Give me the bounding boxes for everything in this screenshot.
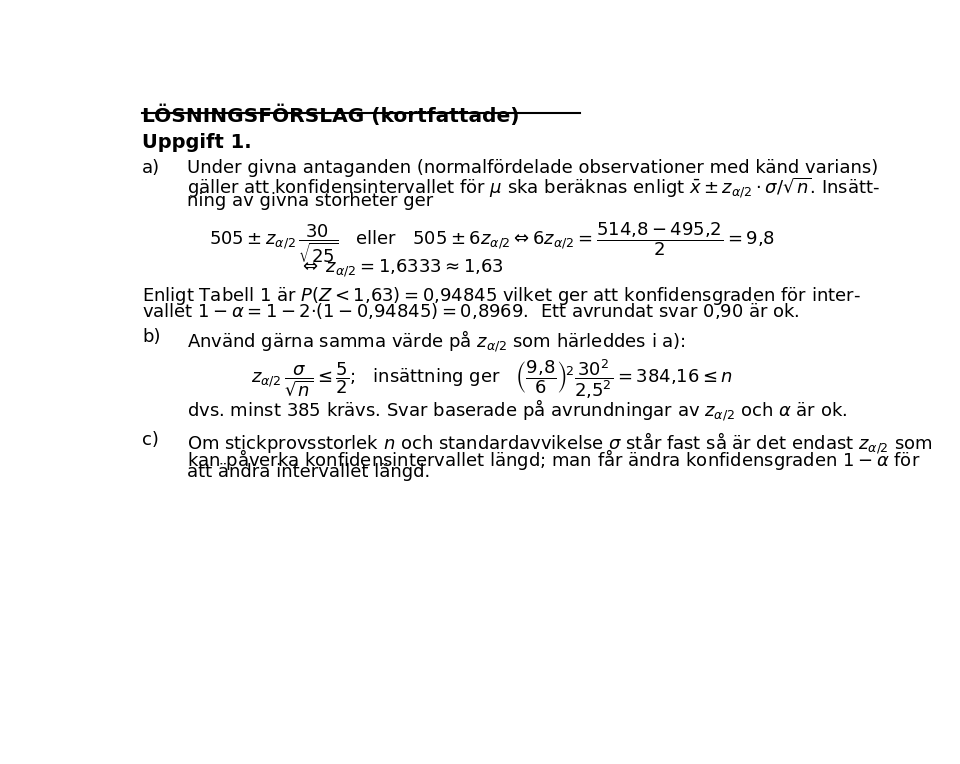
Text: Använd gärna samma värde på $z_{\alpha/2}$ som härleddes i a):: Använd gärna samma värde på $z_{\alpha/2… bbox=[187, 329, 685, 354]
Text: b): b) bbox=[142, 329, 161, 346]
Text: $505 \pm z_{\alpha/2}\,\dfrac{30}{\sqrt{25}}$   eller   $505 \pm 6z_{\alpha/2} \: $505 \pm z_{\alpha/2}\,\dfrac{30}{\sqrt{… bbox=[209, 220, 775, 265]
Text: att ändra intervallet längd.: att ändra intervallet längd. bbox=[187, 464, 430, 481]
Text: gäller att konfidensintervallet för $\mu$ ska beräknas enligt $\bar{x} \pm z_{\a: gäller att konfidensintervallet för $\mu… bbox=[187, 175, 880, 200]
Text: LÖSNINGSFÖRSLAG (kortfattade): LÖSNINGSFÖRSLAG (kortfattade) bbox=[142, 105, 519, 126]
Text: $z_{\alpha/2}\,\dfrac{\sigma}{\sqrt{n}} \leq \dfrac{5}{2}$;   insättning ger   $: $z_{\alpha/2}\,\dfrac{\sigma}{\sqrt{n}} … bbox=[251, 358, 733, 401]
Text: dvs. minst 385 krävs. Svar baserade på avrundningar av $z_{\alpha/2}$ och $\alph: dvs. minst 385 krävs. Svar baserade på a… bbox=[187, 397, 848, 423]
Text: kan påverka konfidensintervallet längd; man får ändra konfidensgraden $1 - \alph: kan påverka konfidensintervallet längd; … bbox=[187, 447, 921, 472]
Text: Enligt Tabell 1 är $P(Z < 1{,}63) = 0{,}94845$ vilket ger att konfidensgraden fö: Enligt Tabell 1 är $P(Z < 1{,}63) = 0{,}… bbox=[142, 285, 861, 306]
Text: Uppgift 1.: Uppgift 1. bbox=[142, 133, 252, 152]
Text: Om stickprovsstorlek $n$ och standardavvikelse $\sigma$ står fast så är det enda: Om stickprovsstorlek $n$ och standardavv… bbox=[187, 431, 932, 456]
Text: ning av givna storheter ger: ning av givna storheter ger bbox=[187, 192, 433, 209]
Text: c): c) bbox=[142, 431, 159, 448]
Text: vallet $1 - \alpha = 1 - 2{\cdot}(1 - 0{,}94845) = 0{,}8969$.  Ett avrundat svar: vallet $1 - \alpha = 1 - 2{\cdot}(1 - 0{… bbox=[142, 301, 800, 321]
Text: $\Leftrightarrow \; z_{\alpha/2} = 1{,}6333 \approx 1{,}63$: $\Leftrightarrow \; z_{\alpha/2} = 1{,}6… bbox=[299, 257, 503, 279]
Text: a): a) bbox=[142, 159, 160, 176]
Text: Under givna antaganden (normalfördelade observationer med känd varians): Under givna antaganden (normalfördelade … bbox=[187, 159, 878, 176]
